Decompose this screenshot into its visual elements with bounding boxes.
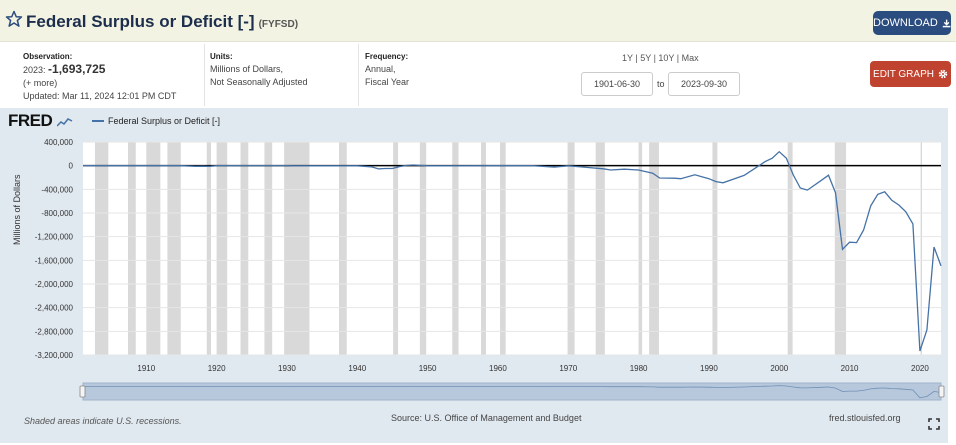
end-date-input[interactable]: 2023-09-30 [668,72,740,96]
start-date-input[interactable]: 1901-06-30 [581,72,653,96]
download-label: DOWNLOAD [873,17,938,29]
series-title: Federal Surplus or Deficit [-] [26,12,255,31]
legend-swatch [92,120,104,122]
download-icon [942,19,951,27]
source-text: Source: U.S. Office of Management and Bu… [391,413,582,423]
fred-logo: FRED [8,111,73,131]
more-link[interactable]: (+ more) [23,78,58,88]
edit-graph-button[interactable]: EDIT GRAPH [870,61,951,87]
observation-value: -1,693,725 [48,62,106,76]
range-selector: 1Y | 5Y | 10Y | Max [622,53,699,63]
units-line2: Not Seasonally Adjusted [210,77,308,87]
units-block: Units: Millions of Dollars, Not Seasonal… [210,50,308,89]
series-id: (FYFSD) [258,19,299,30]
frequency-line2: Fiscal Year [365,77,410,87]
star-icon[interactable] [5,10,23,28]
page-title: Federal Surplus or Deficit [-] (FYFSD) [26,12,298,32]
divider [204,44,205,106]
range-5y[interactable]: 5Y [640,53,652,63]
download-button[interactable]: DOWNLOAD [873,11,951,35]
site-link[interactable]: fred.stlouisfed.org [829,413,901,423]
frequency-line1: Annual, [365,64,396,74]
fullscreen-icon[interactable] [928,418,940,430]
units-line1: Millions of Dollars, [210,64,284,74]
frequency-label: Frequency: [365,52,409,61]
range-10y[interactable]: 10Y [658,53,675,63]
range-max[interactable]: Max [681,53,699,63]
chart-frame: FRED Federal Surplus or Deficit [-] [0,108,948,443]
fred-logo-chart-icon [55,117,72,127]
recession-note: Shaded areas indicate U.S. recessions. [24,416,182,426]
range-1y[interactable]: 1Y [622,53,633,63]
observation-year: 2023: [23,65,46,75]
chart-legend: Federal Surplus or Deficit [-] [92,116,220,126]
observation-block: Observation: 2023: -1,693,725 (+ more) U… [23,50,176,103]
frequency-block: Frequency: Annual, Fiscal Year [365,50,409,89]
series-header: Federal Surplus or Deficit [-] (FYFSD) DO… [0,0,956,42]
units-label: Units: [210,52,233,61]
edit-graph-label: EDIT GRAPH [873,68,934,80]
legend-label: Federal Surplus or Deficit [-] [108,116,221,126]
gear-icon [938,69,948,79]
divider [358,44,359,106]
date-range-to: to [657,79,665,89]
observation-label: Observation: [23,52,73,61]
updated-text: Updated: Mar 11, 2024 12:01 PM CDT [23,91,177,101]
fred-logo-text: FRED [8,111,53,130]
series-info: Observation: 2023: -1,693,725 (+ more) U… [0,42,956,108]
y-axis-label: Millions of Dollars [12,174,22,245]
